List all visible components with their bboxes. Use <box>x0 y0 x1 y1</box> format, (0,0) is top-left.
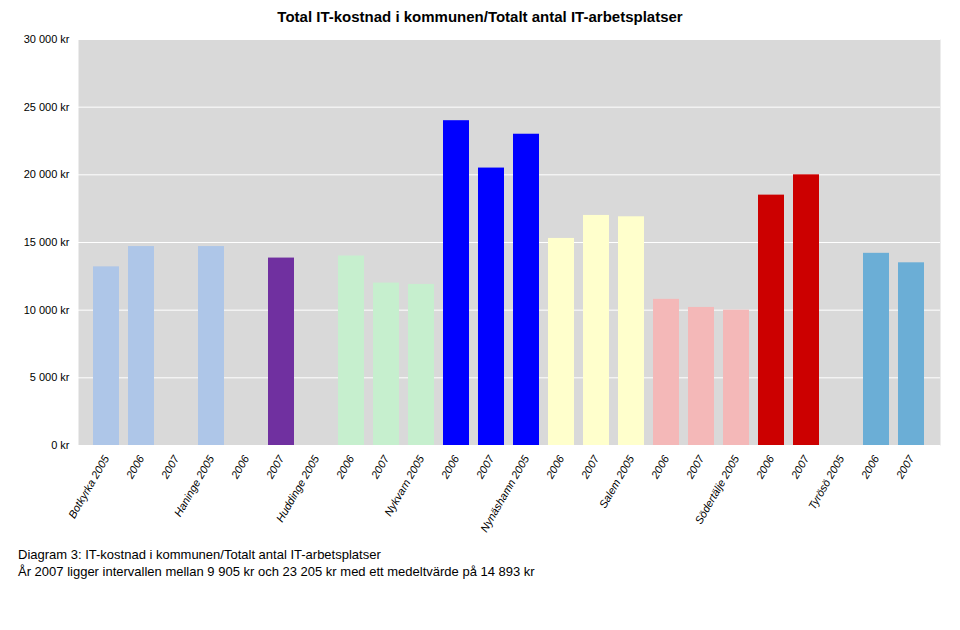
svg-text:Södertälje 2005: Södertälje 2005 <box>692 452 741 525</box>
svg-text:10 000 kr: 10 000 kr <box>24 304 70 316</box>
svg-text:20 000 kr: 20 000 kr <box>24 168 70 180</box>
svg-text:2006: 2006 <box>438 453 462 482</box>
html-text:År 2007 ligger intervallen mel: År 2007 ligger intervallen mellan 9 905 … <box>18 564 535 579</box>
svg-text:2006: 2006 <box>543 453 567 482</box>
svg-text:2006: 2006 <box>228 453 252 482</box>
svg-text:2007: 2007 <box>263 453 287 482</box>
svg-text:25 000 kr: 25 000 kr <box>24 101 70 113</box>
svg-text:Tyrösö 2005: Tyrösö 2005 <box>806 452 847 511</box>
svg-text:2007: 2007 <box>473 453 497 482</box>
svg-text:15 000 kr: 15 000 kr <box>24 236 70 248</box>
svg-text:Nykvarn 2005: Nykvarn 2005 <box>382 453 427 519</box>
svg-text:30 000 kr: 30 000 kr <box>24 33 70 45</box>
svg-text:2006: 2006 <box>858 453 882 482</box>
svg-text:2007: 2007 <box>578 453 602 482</box>
svg-text:2006: 2006 <box>648 453 672 482</box>
svg-text:2006: 2006 <box>123 453 147 482</box>
html-text:Total IT-kostnad i kommunen/To: Total IT-kostnad i kommunen/Totalt antal… <box>277 8 683 25</box>
svg-text:Huddinge 2005: Huddinge 2005 <box>274 452 322 523</box>
svg-text:0 kr: 0 kr <box>51 439 70 451</box>
svg-text:Nynäshamn 2005: Nynäshamn 2005 <box>478 453 532 534</box>
html-text:Diagram 3: IT-kostnad i kommun: Diagram 3: IT-kostnad i kommunen/Totalt … <box>18 547 381 562</box>
svg-text:Salem 2005: Salem 2005 <box>597 453 637 511</box>
svg-text:2006: 2006 <box>753 453 777 482</box>
svg-text:2007: 2007 <box>788 453 812 482</box>
svg-text:2007: 2007 <box>683 453 707 482</box>
svg-text:Botkyrka 2005: Botkyrka 2005 <box>66 453 112 521</box>
svg-text:2007: 2007 <box>893 453 917 482</box>
svg-text:5 000 kr: 5 000 kr <box>30 371 70 383</box>
svg-text:2006: 2006 <box>333 453 357 482</box>
svg-text:Haninge 2005: Haninge 2005 <box>172 453 217 519</box>
svg-text:2007: 2007 <box>158 453 182 482</box>
svg-text:2007: 2007 <box>368 453 392 482</box>
